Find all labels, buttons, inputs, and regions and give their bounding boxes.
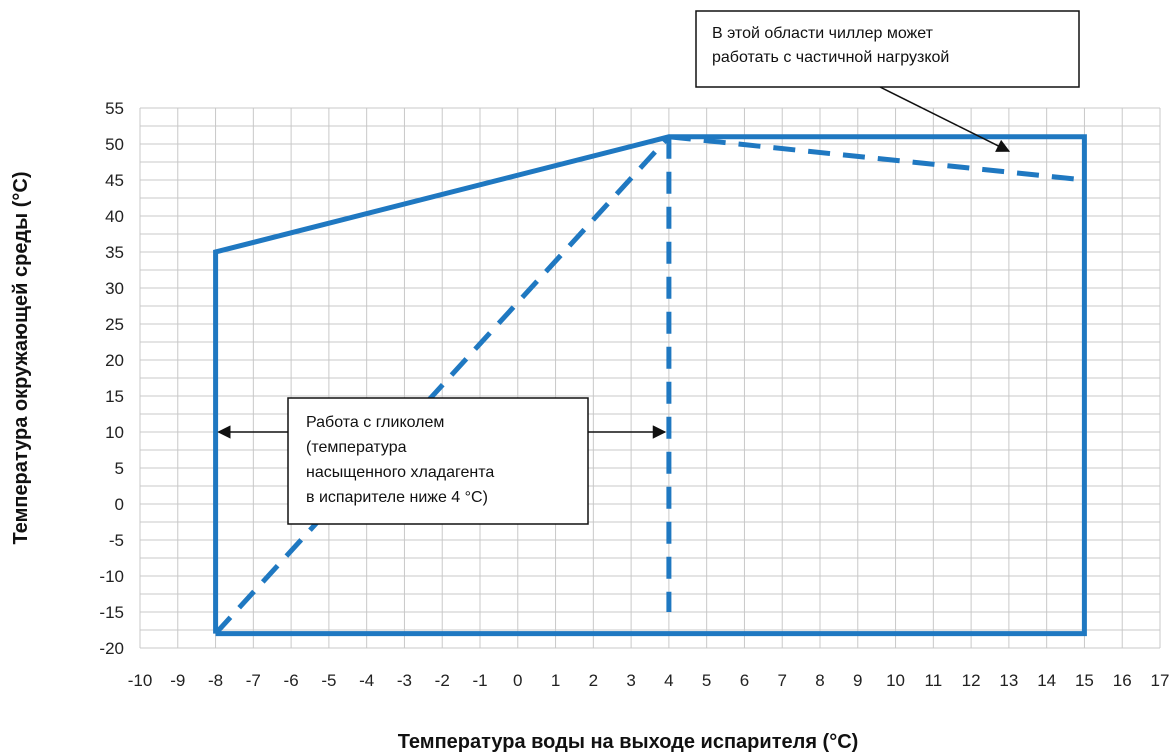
envelope-outline-0 bbox=[213, 134, 1087, 637]
y-tick-label: 5 bbox=[115, 459, 124, 478]
y-axis-label: Температура окружающей среды (°C) bbox=[10, 171, 32, 544]
x-tick-label: 15 bbox=[1075, 671, 1094, 690]
y-tick-label: -20 bbox=[99, 639, 124, 658]
x-tick-label: 13 bbox=[999, 671, 1018, 690]
y-tick-label: 35 bbox=[105, 243, 124, 262]
y-tick-label: 20 bbox=[105, 351, 124, 370]
y-tick-label: 55 bbox=[105, 99, 124, 118]
x-tick-label: 17 bbox=[1151, 671, 1170, 690]
y-tick-label: 45 bbox=[105, 171, 124, 190]
x-tick-label: -10 bbox=[128, 671, 153, 690]
x-tick-label: 10 bbox=[886, 671, 905, 690]
y-tick-label: 25 bbox=[105, 315, 124, 334]
x-tick-label: -5 bbox=[321, 671, 336, 690]
x-tick-label: 2 bbox=[589, 671, 598, 690]
x-tick-label: 7 bbox=[777, 671, 786, 690]
x-tick-label: -8 bbox=[208, 671, 223, 690]
x-tick-label: 3 bbox=[626, 671, 635, 690]
glycol-note-line: Работа с гликолем bbox=[306, 414, 444, 431]
y-tick-labels: -20 -15 -10 -5 0 5 10 15 20 25 30 35 40 45 50 55 bbox=[99, 99, 124, 658]
x-tick-label: -2 bbox=[435, 671, 450, 690]
x-tick-label: 9 bbox=[853, 671, 862, 690]
y-tick-label: -15 bbox=[99, 603, 124, 622]
x-tick-label: 4 bbox=[664, 671, 673, 690]
x-tick-label: -3 bbox=[397, 671, 412, 690]
y-tick-label: 40 bbox=[105, 207, 124, 226]
y-tick-label: 30 bbox=[105, 279, 124, 298]
x-tick-label: -6 bbox=[284, 671, 299, 690]
x-tick-label: 0 bbox=[513, 671, 522, 690]
x-tick-label: 16 bbox=[1113, 671, 1132, 690]
x-tick-label: -4 bbox=[359, 671, 374, 690]
x-tick-label: -9 bbox=[170, 671, 185, 690]
glycol-note-line: насыщенного хладагента bbox=[306, 464, 494, 481]
x-tick-label: -1 bbox=[472, 671, 487, 690]
partial-load-note-line: В этой области чиллер может bbox=[712, 25, 934, 42]
series bbox=[213, 134, 1087, 637]
x-tick-label: 8 bbox=[815, 671, 824, 690]
partial-load-note-line: работать с частичной нагрузкой bbox=[712, 49, 949, 66]
x-tick-label: 1 bbox=[551, 671, 560, 690]
y-tick-label: 15 bbox=[105, 387, 124, 406]
x-tick-label: 11 bbox=[925, 671, 943, 690]
partial-load-arrow bbox=[879, 86, 1011, 152]
y-tick-label: 0 bbox=[115, 495, 124, 514]
dashed-boundary-1 bbox=[213, 135, 671, 636]
x-axis-label: Температура воды на выходе испарителя (°… bbox=[398, 731, 859, 753]
x-tick-label: 12 bbox=[962, 671, 981, 690]
y-tick-label: -5 bbox=[109, 531, 124, 550]
y-tick-label: 50 bbox=[105, 135, 124, 154]
glycol-note-box bbox=[287, 397, 589, 525]
annotations: В этой области чиллер может работать с ча… bbox=[217, 10, 1080, 525]
grid bbox=[139, 107, 1161, 649]
x-tick-labels: -10 -9 -8 -7 -6 -5 -4 -3 -2 -1 0 1 2 3 4 5 6 7 8 9 10 11 12 13 1… bbox=[128, 671, 1170, 690]
x-tick-label: 14 bbox=[1037, 671, 1056, 690]
partial-load-note-box bbox=[695, 10, 1080, 88]
glycol-note-line: в испарителе ниже 4 °C) bbox=[306, 489, 488, 506]
y-tick-label: 10 bbox=[105, 423, 124, 442]
x-tick-label: -7 bbox=[246, 671, 261, 690]
x-tick-label: 5 bbox=[702, 671, 711, 690]
dashed-boundary-3 bbox=[668, 134, 1085, 183]
x-tick-label: 6 bbox=[740, 671, 749, 690]
y-tick-label: -10 bbox=[99, 567, 124, 586]
glycol-note-line: (температура bbox=[306, 439, 407, 456]
